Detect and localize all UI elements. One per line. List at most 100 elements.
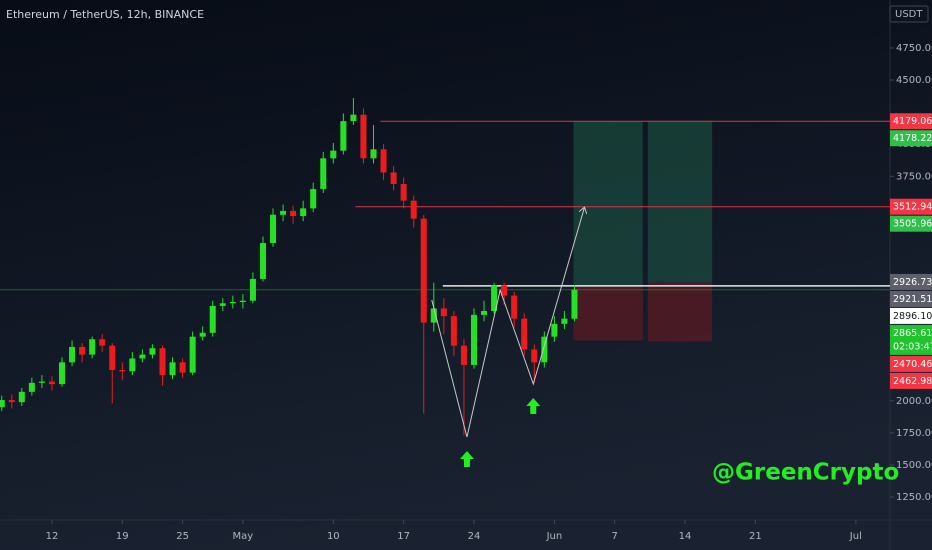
candle-body xyxy=(109,345,116,371)
candle-body xyxy=(390,172,397,184)
candle-body xyxy=(280,210,287,215)
candle-body xyxy=(571,289,578,319)
candle-body xyxy=(99,339,106,346)
candle-body xyxy=(209,305,216,333)
candle-body xyxy=(159,348,166,376)
candle-body xyxy=(89,339,96,355)
candle-body xyxy=(370,149,377,159)
candle-body xyxy=(38,381,45,383)
candle-body xyxy=(310,189,317,209)
candle-body xyxy=(199,332,206,337)
y-tick-label: 1500.00 xyxy=(896,460,932,471)
y-tick-label: 3750.00 xyxy=(896,171,932,182)
candle-body xyxy=(179,362,186,373)
currency-button[interactable] xyxy=(889,5,929,23)
pattern-line xyxy=(431,207,585,438)
candle-body xyxy=(430,308,437,323)
candle-body xyxy=(320,158,327,190)
candle-body xyxy=(561,318,568,324)
candle-body xyxy=(259,243,266,279)
candle-body xyxy=(8,400,15,403)
candle-body xyxy=(440,308,447,317)
price-label: 3505.96 xyxy=(893,219,932,230)
candle-body xyxy=(229,302,236,304)
chart-layer: 1250.001500.001750.002000.002250.003750.… xyxy=(0,43,932,542)
candle-body xyxy=(491,285,498,311)
candle-body xyxy=(501,285,508,296)
candle-body xyxy=(48,381,55,385)
candle-body xyxy=(219,303,226,306)
candle-body xyxy=(470,314,478,365)
chart-title: Ethereum / TetherUS, 12h, BINANCE xyxy=(6,8,204,21)
y-tick-label: 4750.00 xyxy=(896,43,932,54)
price-label-box xyxy=(890,198,932,215)
candle-body xyxy=(340,121,347,151)
price-label: 2921.51 xyxy=(893,294,932,305)
y-tick-label: 1250.00 xyxy=(896,492,932,503)
x-tick-label: 7 xyxy=(611,531,617,542)
stop-zone xyxy=(647,282,713,342)
x-tick-label: 19 xyxy=(116,531,129,542)
candle-body xyxy=(350,114,357,122)
watermark: @GreenCrypto xyxy=(712,460,899,486)
candle-body xyxy=(360,114,367,159)
candle-body xyxy=(541,336,548,363)
candle-body xyxy=(239,300,246,303)
candle-body xyxy=(0,400,5,408)
y-tick-label: 2000.00 xyxy=(896,396,932,407)
price-label-box xyxy=(890,215,932,232)
x-tick-label: Jun xyxy=(546,531,563,542)
candle-body xyxy=(450,316,457,346)
candle-body xyxy=(400,183,407,201)
candle-body xyxy=(28,382,35,392)
target-zone xyxy=(647,121,713,283)
candle-body xyxy=(18,391,25,403)
x-tick-label: 12 xyxy=(46,531,59,542)
x-tick-label: 17 xyxy=(397,531,410,542)
price-label-box xyxy=(890,273,932,290)
price-label: 2462.98 xyxy=(893,376,932,387)
candle-body xyxy=(189,336,196,373)
candle-body xyxy=(300,208,307,217)
price-label: 4178.22 xyxy=(893,133,932,144)
stop-zone xyxy=(573,285,643,341)
candle-body xyxy=(119,370,126,372)
candle-body xyxy=(410,200,417,219)
candle-body xyxy=(69,346,76,363)
price-label-box xyxy=(890,372,932,389)
x-tick-label: 14 xyxy=(679,531,692,542)
up-arrow xyxy=(459,450,474,467)
candle-body xyxy=(149,348,156,355)
price-label: 2926.73 xyxy=(893,277,932,288)
candle-body xyxy=(139,354,146,359)
x-tick-label: 25 xyxy=(176,531,189,542)
y-tick-label: 1750.00 xyxy=(896,428,932,439)
candle-body xyxy=(169,362,176,376)
countdown: 02:03:47 xyxy=(893,341,932,352)
y-tick-label: 4500.00 xyxy=(896,75,932,86)
candle-body xyxy=(79,346,86,355)
x-tick-label: May xyxy=(233,531,254,542)
price-label: 3512.94 xyxy=(893,202,932,213)
candle-body xyxy=(481,310,488,315)
price-label-box xyxy=(890,130,932,147)
up-arrow xyxy=(526,398,541,415)
price-label: 4179.06 xyxy=(893,116,932,127)
x-tick-label: 24 xyxy=(468,531,481,542)
candle-body xyxy=(380,149,387,173)
candle-body xyxy=(420,218,427,323)
candle-body xyxy=(531,349,538,363)
x-tick-label: 10 xyxy=(327,531,340,542)
price-label: 2865.61 xyxy=(893,328,932,339)
candle-body xyxy=(270,214,277,244)
candle-body xyxy=(460,345,467,365)
x-tick-label: Jul xyxy=(849,531,862,542)
candle-body xyxy=(129,358,136,372)
price-label-box xyxy=(890,113,932,130)
price-label-box xyxy=(890,290,932,307)
currency-label[interactable]: USDT xyxy=(895,9,923,20)
candle-body xyxy=(58,362,66,385)
candle-body xyxy=(330,150,337,159)
